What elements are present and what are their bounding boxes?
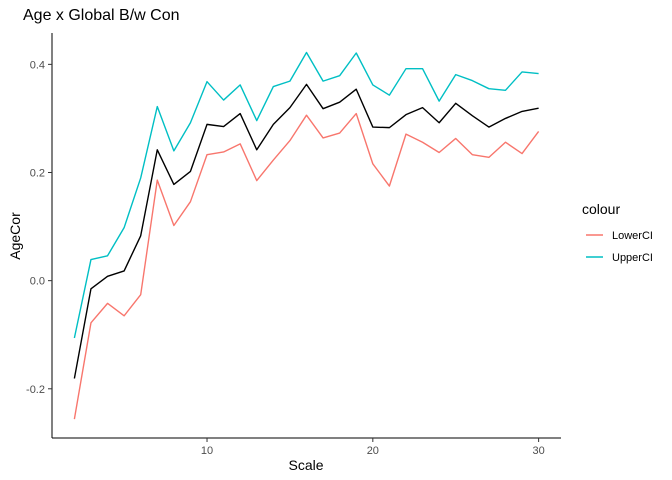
y-tick-label: -0.2 bbox=[26, 384, 45, 396]
legend-items: LowerCI UpperCI bbox=[586, 230, 653, 264]
plot-lines bbox=[73, 51, 540, 420]
y-axis-title: AgeCor bbox=[7, 212, 23, 260]
x-axis-title: Scale bbox=[288, 457, 323, 473]
y-tick-label: 0.2 bbox=[30, 168, 45, 180]
legend-label-upper: UpperCI bbox=[612, 252, 653, 264]
legend-title: colour bbox=[582, 201, 620, 217]
legend: colour LowerCI UpperCI bbox=[582, 201, 653, 264]
x-ticks: 10 20 30 bbox=[201, 438, 545, 457]
y-tick-label: 0.4 bbox=[30, 59, 45, 71]
y-tick-label: 0.0 bbox=[30, 276, 45, 288]
series-line-mean bbox=[73, 83, 539, 379]
y-ticks: -0.2 0.0 0.2 0.4 bbox=[26, 59, 52, 396]
chart-title: Age x Global B/w Con bbox=[23, 7, 180, 24]
x-tick-label: 20 bbox=[367, 445, 379, 457]
series-line-lower bbox=[73, 112, 540, 420]
legend-label-lower: LowerCI bbox=[612, 230, 653, 242]
x-tick-label: 10 bbox=[201, 445, 213, 457]
series-line-upper bbox=[73, 51, 539, 339]
x-tick-label: 30 bbox=[532, 445, 544, 457]
